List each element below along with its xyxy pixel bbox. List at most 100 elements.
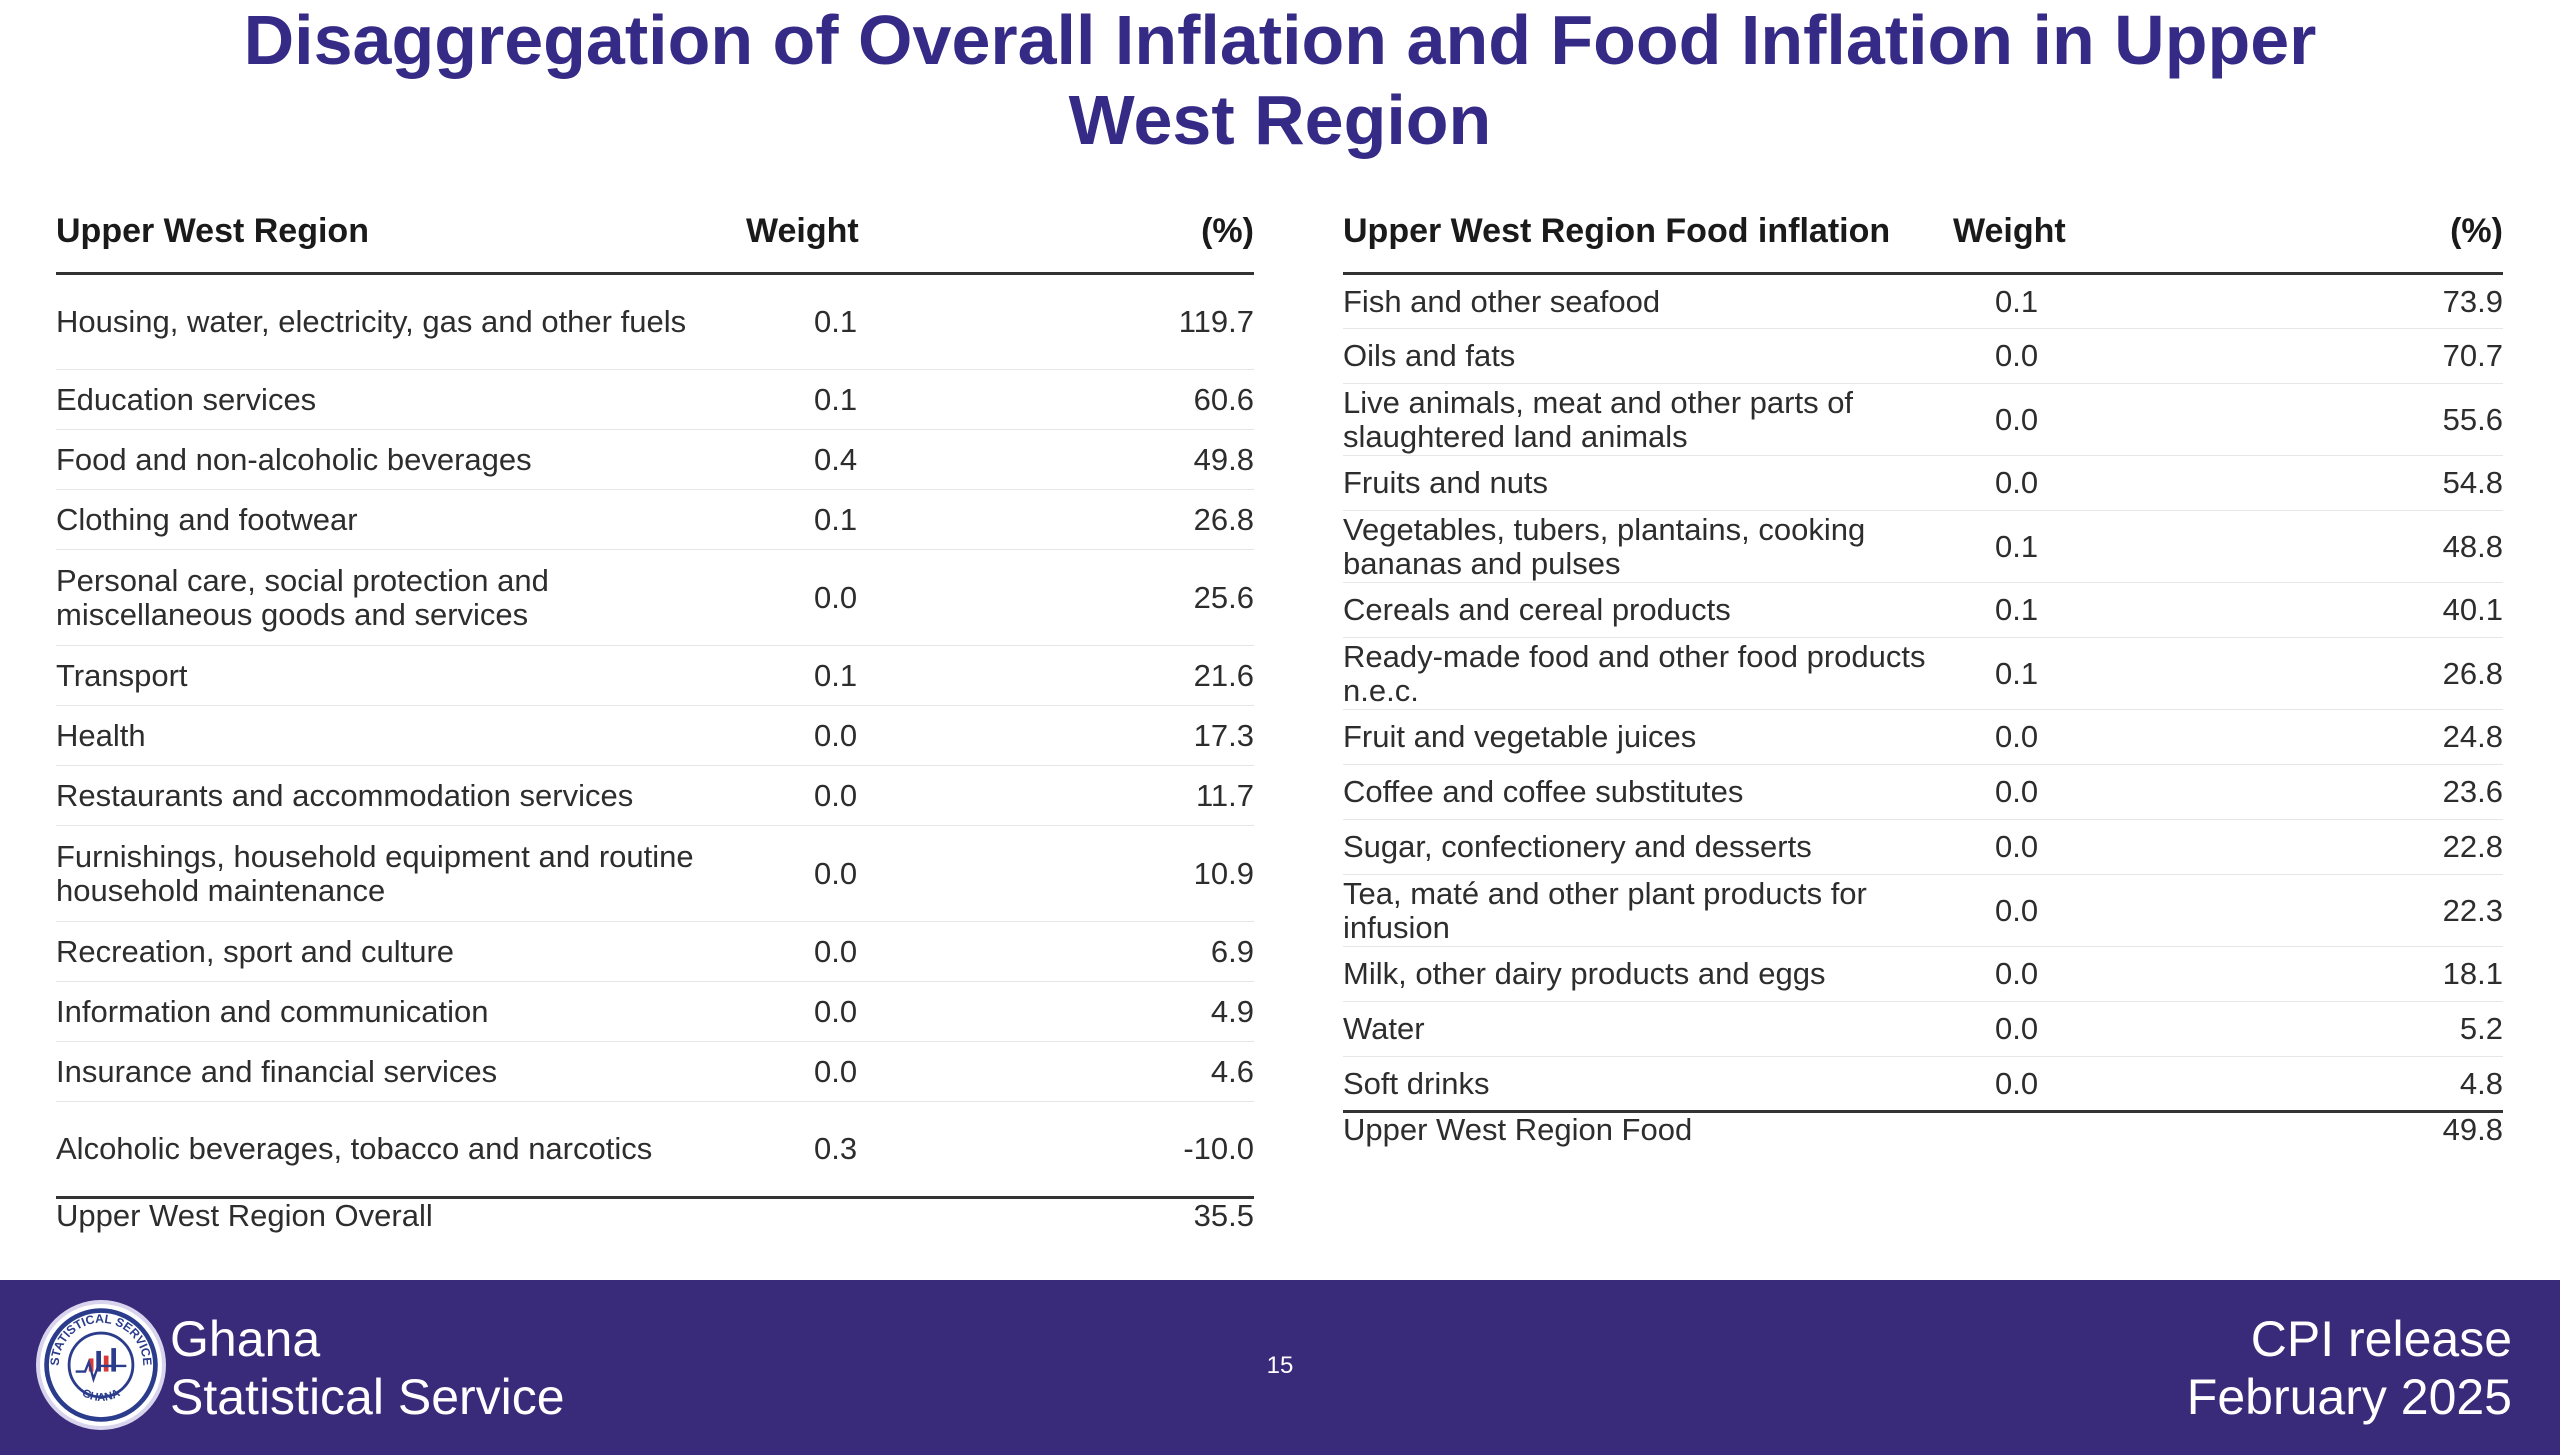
table-row: Clothing and footwear 0.1 26.8 bbox=[56, 489, 1254, 550]
total-weight bbox=[746, 1196, 1076, 1233]
column-header-percent: (%) bbox=[2450, 211, 2503, 250]
row-percent: 26.8 bbox=[1076, 489, 1254, 550]
row-weight: 0.1 bbox=[746, 489, 1076, 550]
row-percent: 73.9 bbox=[2263, 273, 2503, 329]
row-percent: 54.8 bbox=[2263, 455, 2503, 511]
row-category: Cereals and cereal products bbox=[1343, 582, 1953, 638]
row-category: Furnishings, household equipment and rou… bbox=[56, 825, 746, 922]
row-percent: 24.8 bbox=[2263, 709, 2503, 765]
row-category: Fruit and vegetable juices bbox=[1343, 709, 1953, 765]
food-inflation-table: Upper West Region Food inflation Weight … bbox=[1343, 190, 2503, 1147]
row-category: Soft drinks bbox=[1343, 1056, 1953, 1112]
row-weight: 0.0 bbox=[746, 765, 1076, 826]
row-weight: 0.0 bbox=[746, 921, 1076, 982]
logo-emblem-icon: STATISTICAL SERVICE GHANA bbox=[44, 1308, 158, 1422]
row-percent: 4.8 bbox=[2263, 1056, 2503, 1112]
row-category: Insurance and financial services bbox=[56, 1041, 746, 1102]
row-weight: 0.1 bbox=[746, 273, 1076, 370]
row-weight: 0.0 bbox=[1953, 819, 2263, 875]
row-percent: 18.1 bbox=[2263, 946, 2503, 1002]
table-row: Sugar, confectionery and desserts 0.0 22.8 bbox=[1343, 819, 2503, 875]
organization-name-line-2: Statistical Service bbox=[170, 1369, 565, 1425]
table-row: Soft drinks 0.0 4.8 bbox=[1343, 1056, 2503, 1112]
column-header-weight: Weight bbox=[746, 211, 859, 250]
row-weight: 0.0 bbox=[746, 705, 1076, 766]
table-row: Personal care, social protection and mis… bbox=[56, 549, 1254, 646]
page-title-line-1: Disaggregation of Overall Inflation and … bbox=[243, 1, 2317, 79]
row-weight: 0.1 bbox=[746, 645, 1076, 706]
row-percent: 23.6 bbox=[2263, 764, 2503, 820]
table-header-row: Upper West Region Weight (%) bbox=[56, 190, 1254, 274]
row-percent: 49.8 bbox=[1076, 429, 1254, 490]
row-category: Restaurants and accommodation services bbox=[56, 765, 746, 826]
total-row: Upper West Region Food 49.8 bbox=[1343, 1110, 2503, 1147]
row-weight: 0.0 bbox=[1953, 709, 2263, 765]
row-weight: 0.0 bbox=[1953, 874, 2263, 947]
row-percent: -10.0 bbox=[1076, 1101, 1254, 1198]
row-weight: 0.0 bbox=[1953, 1056, 2263, 1112]
table-row: Food and non-alcoholic beverages 0.4 49.8 bbox=[56, 429, 1254, 490]
row-category: Health bbox=[56, 705, 746, 766]
row-weight: 0.1 bbox=[1953, 637, 2263, 710]
row-percent: 119.7 bbox=[1076, 273, 1254, 370]
table-row: Live animals, meat and other parts of sl… bbox=[1343, 383, 2503, 456]
row-percent: 60.6 bbox=[1076, 369, 1254, 430]
release-date: February 2025 bbox=[2186, 1369, 2512, 1425]
row-category: Transport bbox=[56, 645, 746, 706]
svg-text:GHANA: GHANA bbox=[80, 1387, 122, 1404]
column-header-category: Upper West Region bbox=[56, 211, 369, 250]
row-category: Fish and other seafood bbox=[1343, 273, 1953, 329]
logo-text-bottom: GHANA bbox=[80, 1387, 122, 1404]
row-category: Education services bbox=[56, 369, 746, 430]
footer-bar: STATISTICAL SERVICE GHANA Ghana Statisti… bbox=[0, 1280, 2560, 1455]
row-percent: 55.6 bbox=[2263, 383, 2503, 456]
table-row: Fruit and vegetable juices 0.0 24.8 bbox=[1343, 709, 2503, 765]
table-row: Tea, maté and other plant products for i… bbox=[1343, 874, 2503, 947]
organization-name-line-1: Ghana bbox=[170, 1311, 321, 1367]
table-row: Education services 0.1 60.6 bbox=[56, 369, 1254, 430]
table-row: Milk, other dairy products and eggs 0.0 18… bbox=[1343, 946, 2503, 1002]
row-category: Sugar, confectionery and desserts bbox=[1343, 819, 1953, 875]
row-category: Personal care, social protection and mis… bbox=[56, 549, 746, 646]
overall-inflation-table: Upper West Region Weight (%) Housing, wa… bbox=[56, 190, 1254, 1233]
row-category: Vegetables, tubers, plantains, cooking b… bbox=[1343, 510, 1953, 583]
total-label: Upper West Region Overall bbox=[56, 1196, 746, 1233]
row-weight: 0.0 bbox=[1953, 1001, 2263, 1057]
row-percent: 10.9 bbox=[1076, 825, 1254, 922]
row-weight: 0.0 bbox=[746, 1041, 1076, 1102]
table-row: Housing, water, electricity, gas and oth… bbox=[56, 273, 1254, 370]
row-weight: 0.3 bbox=[746, 1101, 1076, 1198]
table-row: Ready-made food and other food products … bbox=[1343, 637, 2503, 710]
table-row: Vegetables, tubers, plantains, cooking b… bbox=[1343, 510, 2503, 583]
table-row: Restaurants and accommodation services 0.… bbox=[56, 765, 1254, 826]
row-percent: 22.8 bbox=[2263, 819, 2503, 875]
table-row: Information and communication 0.0 4.9 bbox=[56, 981, 1254, 1042]
table-row: Health 0.0 17.3 bbox=[56, 705, 1254, 766]
row-weight: 0.1 bbox=[1953, 273, 2263, 329]
table-row: Water 0.0 5.2 bbox=[1343, 1001, 2503, 1057]
row-percent: 11.7 bbox=[1076, 765, 1254, 826]
column-header-percent: (%) bbox=[1201, 211, 1254, 250]
table-row: Insurance and financial services 0.0 4.6 bbox=[56, 1041, 1254, 1102]
row-category: Water bbox=[1343, 1001, 1953, 1057]
table-row: Coffee and coffee substitutes 0.0 23.6 bbox=[1343, 764, 2503, 820]
column-header-weight: Weight bbox=[1953, 211, 2066, 250]
row-category: Fruits and nuts bbox=[1343, 455, 1953, 511]
total-percent: 35.5 bbox=[1076, 1196, 1254, 1233]
table-row: Oils and fats 0.0 70.7 bbox=[1343, 328, 2503, 384]
table-header-row: Upper West Region Food inflation Weight … bbox=[1343, 190, 2503, 274]
row-category: Alcoholic beverages, tobacco and narcoti… bbox=[56, 1101, 746, 1198]
total-label: Upper West Region Food bbox=[1343, 1110, 1953, 1147]
row-percent: 40.1 bbox=[2263, 582, 2503, 638]
row-weight: 0.0 bbox=[1953, 455, 2263, 511]
row-category: Food and non-alcoholic beverages bbox=[56, 429, 746, 490]
release-title: CPI release bbox=[2250, 1311, 2512, 1367]
row-weight: 0.1 bbox=[1953, 510, 2263, 583]
row-category: Housing, water, electricity, gas and oth… bbox=[56, 273, 746, 370]
table-row: Recreation, sport and culture 0.0 6.9 bbox=[56, 921, 1254, 982]
row-category: Milk, other dairy products and eggs bbox=[1343, 946, 1953, 1002]
row-category: Tea, maté and other plant products for i… bbox=[1343, 874, 1953, 947]
page-title: Disaggregation of Overall Inflation and … bbox=[0, 0, 2560, 160]
total-weight bbox=[1953, 1110, 2263, 1147]
row-percent: 4.6 bbox=[1076, 1041, 1254, 1102]
